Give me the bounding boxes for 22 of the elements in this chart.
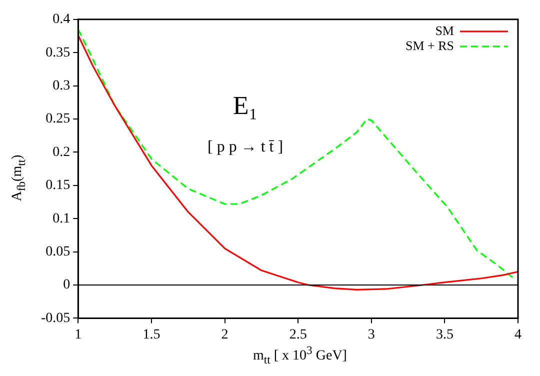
y-tick-label: 0.4 — [52, 12, 70, 28]
y-tick-label: -0.05 — [40, 310, 70, 326]
y-tick-label: 0.05 — [46, 244, 70, 260]
y-tick-label: 0 — [63, 278, 70, 293]
x-tick-label: 2.5 — [289, 327, 307, 342]
x-axis-title: m$_{tt}$ [ x 10$^{3}$ GeV] — [252, 344, 348, 366]
y-tick-label: 0.1 — [52, 211, 70, 226]
annotation: E₁ — [232, 91, 258, 120]
y-tick-label: 0.25 — [46, 112, 70, 127]
x-tick-label: 1 — [74, 327, 82, 342]
legend-label: SM + RS — [405, 38, 454, 53]
y-tick-label: 0.35 — [46, 45, 70, 60]
x-tick-label: 4 — [514, 327, 522, 342]
y-tick-label: 0.2 — [52, 144, 70, 160]
x-tick-label: 3.5 — [436, 327, 454, 342]
x-tick-label: 1.5 — [142, 327, 160, 342]
annotation: [ p p → t t̄ ] — [208, 138, 284, 156]
legend-label: SM — [435, 22, 454, 38]
y-tick-label: 0.3 — [52, 78, 70, 94]
y-tick-label: 0.15 — [46, 178, 70, 194]
x-tick-label: 3 — [368, 327, 375, 342]
x-tick-label: 2 — [221, 327, 228, 342]
